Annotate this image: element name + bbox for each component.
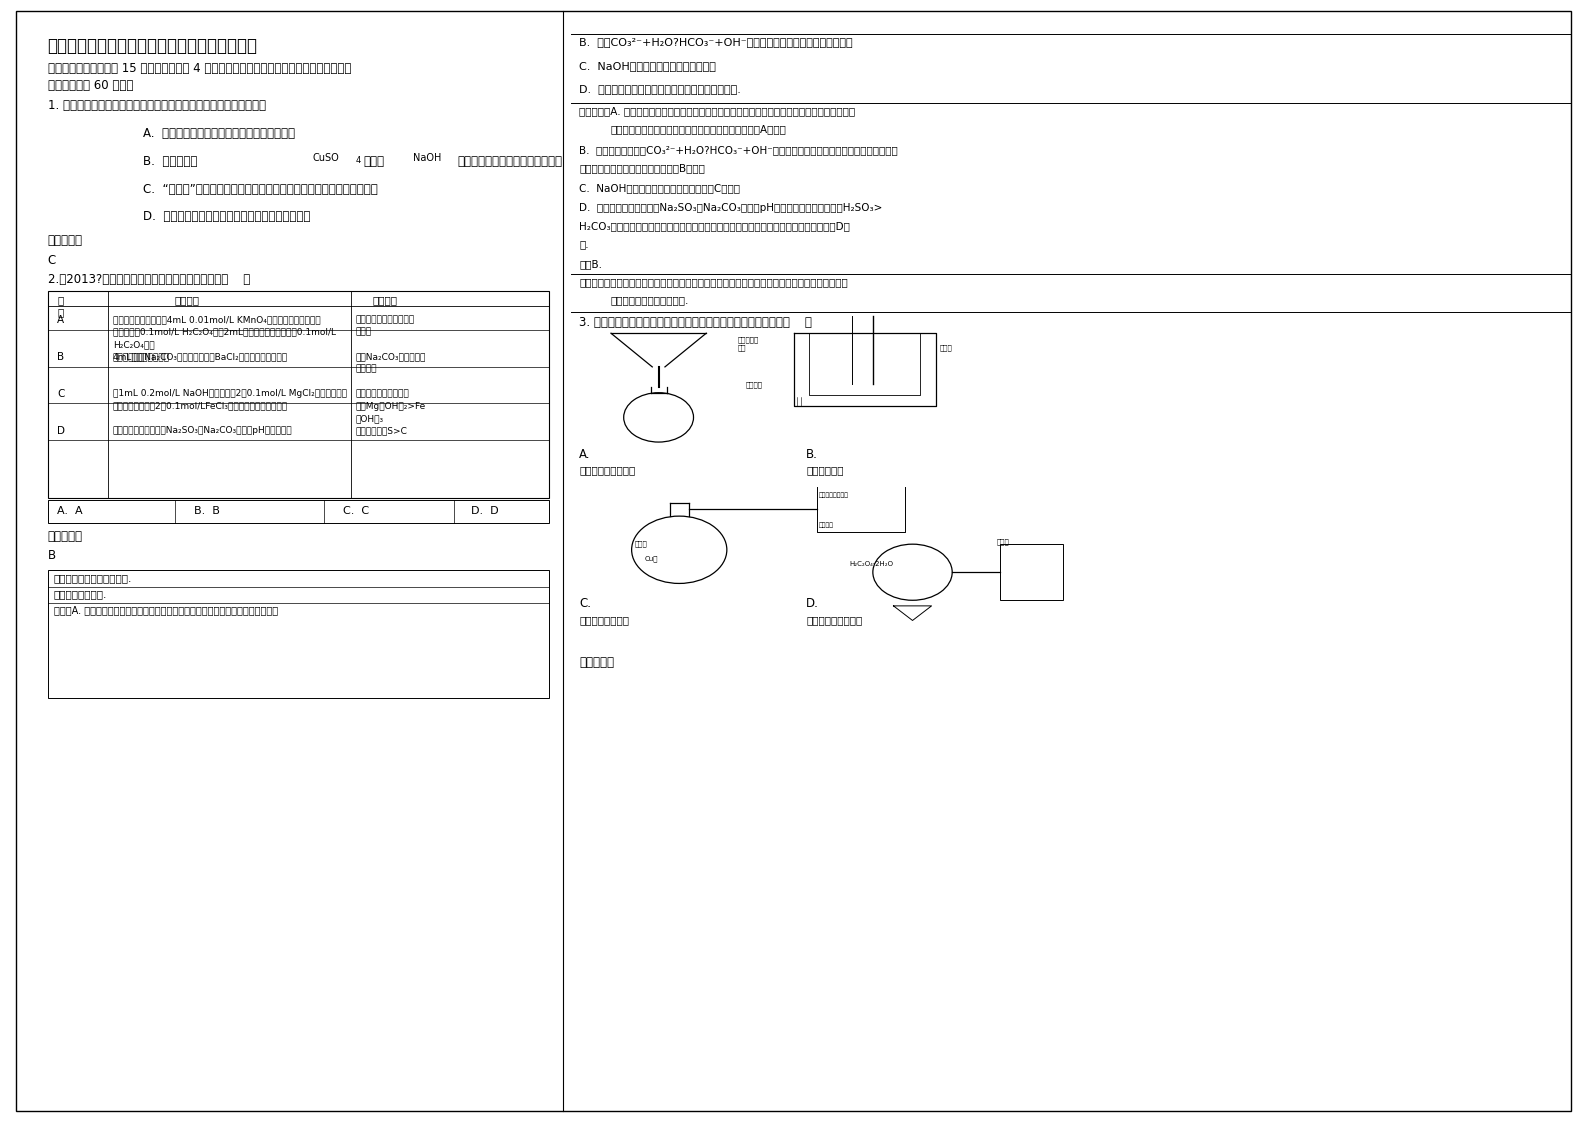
Text: 分析：A. 加入不同体积的草酸，溶液体积不同，高锰酸钾和草酸溶液的浓度都不同；: 分析：A. 加入不同体积的草酸，溶液体积不同，高锰酸钾和草酸溶液的浓度都不同； <box>54 605 278 615</box>
Text: 溶液检验糖尿病人尿液中的葡萄糖: 溶液检验糖尿病人尿液中的葡萄糖 <box>457 155 562 168</box>
Text: D.  测定等物质的量浓度的Na₂SO₃与Na₂CO₃溶液的pH，后者较大，可说明酸性H₂SO₃>: D. 测定等物质的量浓度的Na₂SO₃与Na₂CO₃溶液的pH，后者较大，可说明… <box>579 203 882 213</box>
Text: 环形玻璃搅
拌棒: 环形玻璃搅 拌棒 <box>738 337 759 351</box>
Text: 向含有酚酞的Na₂CO₃溶液中加入少量BaCl₂固体，溶液红色变浅: 向含有酚酞的Na₂CO₃溶液中加入少量BaCl₂固体，溶液红色变浅 <box>113 352 287 361</box>
Text: 3. 下列各图所示的实验原理、方法、装置或操作，其中正确的是（    ）: 3. 下列各图所示的实验原理、方法、装置或操作，其中正确的是（ ） <box>579 316 813 330</box>
Text: C.  NaOH过量，不能证明溶解性大小；: C. NaOH过量，不能证明溶解性大小； <box>579 61 716 71</box>
Text: A.: A. <box>579 448 590 461</box>
Text: 取两只试管，分别加入4mL 0.01mol/L KMnO₄酸性溶液，然后向一只: 取两只试管，分别加入4mL 0.01mol/L KMnO₄酸性溶液，然后向一只 <box>113 315 321 324</box>
Text: 率越快: 率越快 <box>355 328 371 337</box>
Text: B.  医学上可用: B. 医学上可用 <box>143 155 197 168</box>
Text: Cu片: Cu片 <box>644 555 659 562</box>
Text: 误.: 误. <box>579 239 589 249</box>
Bar <box>48 570 549 698</box>
Text: 参考答案：: 参考答案： <box>579 656 614 670</box>
Text: 4mL，记录褪色时间: 4mL，记录褪色时间 <box>113 352 170 361</box>
Text: 反应方向移动，可证明存在平衡，故B正确；: 反应方向移动，可证明存在平衡，故B正确； <box>579 163 705 173</box>
Text: H₂C₂O₄溶液: H₂C₂O₄溶液 <box>113 340 154 349</box>
Text: C: C <box>57 389 65 399</box>
Text: 浓硫酸: 浓硫酸 <box>635 541 647 548</box>
Text: 溶液和: 溶液和 <box>363 155 384 168</box>
Text: B.  根据CO₃²⁻+H₂O?HCO₃⁻+OH⁻，结合浓度对平衡移动的影响分析；: B. 根据CO₃²⁻+H₂O?HCO₃⁻+OH⁻，结合浓度对平衡移动的影响分析； <box>579 37 852 47</box>
Text: 向1mL 0.2mol/L NaOH溶液中滴入2滴0.1mol/L MgCl₂溶液，产生白: 向1mL 0.2mol/L NaOH溶液中滴入2滴0.1mol/L MgCl₂溶… <box>113 389 346 398</box>
Text: B.  碳酸钠溶液中存在CO₃²⁻+H₂O?HCO₃⁻+OH⁻，加入氯化钡溶液生成碳酸钡沉淀，平衡向逆: B. 碳酸钠溶液中存在CO₃²⁻+H₂O?HCO₃⁻+OH⁻，加入氯化钡溶液生成… <box>579 145 898 155</box>
Text: 4: 4 <box>355 156 360 165</box>
Text: 试管中加入0.1mol/L H₂C₂O₄溶液2mL，向另一只试管中加入0.1mol/L: 试管中加入0.1mol/L H₂C₂O₄溶液2mL，向另一只试管中加入0.1mo… <box>113 328 336 337</box>
Text: D.  D: D. D <box>471 506 498 516</box>
Text: C.  C: C. C <box>343 506 368 516</box>
Text: D: D <box>57 426 65 436</box>
Text: 一、单选题（本大题共 15 个小题，每小题 4 分。在每小题给出的四个选项中，只有一项符合: 一、单选题（本大题共 15 个小题，每小题 4 分。在每小题给出的四个选项中，只… <box>48 62 351 75</box>
Text: 参考答案：: 参考答案： <box>48 530 83 543</box>
Text: 专题：实验评价题.: 专题：实验评价题. <box>54 589 108 599</box>
Text: 证明非金属性S>C: 证明非金属性S>C <box>355 426 408 435</box>
Text: 证明草酸浓度越大反应速: 证明草酸浓度越大反应速 <box>355 315 414 324</box>
Text: C: C <box>48 254 56 267</box>
Text: A.  A: A. A <box>57 506 83 516</box>
Text: 2.（2013?重庆模拟）下述实验能达到预期目的是（    ）: 2.（2013?重庆模拟）下述实验能达到预期目的是（ ） <box>48 273 249 286</box>
Text: 理，要具有较强的评价能力.: 理，要具有较强的评价能力. <box>611 295 689 305</box>
Text: 泡沫塑料: 泡沫塑料 <box>746 381 763 388</box>
Text: 编
号: 编 号 <box>57 295 63 316</box>
Text: 实验目的: 实验目的 <box>373 295 398 305</box>
Text: H₂CO₃，但不能证明非金属性强弱，比较非金属性强弱，应用最高价氧化物的水化物，故D错: H₂CO₃，但不能证明非金属性强弱，比较非金属性强弱，应用最高价氧化物的水化物，… <box>579 221 851 231</box>
Text: H₂C₂O₄·2H₂O: H₂C₂O₄·2H₂O <box>849 561 893 567</box>
Text: 解答：解：A. 加入不同体积的草酸，溶液体积不同，高锰酸钾和草酸溶液的浓度都不同，比较草酸: 解答：解：A. 加入不同体积的草酸，溶液体积不同，高锰酸钾和草酸溶液的浓度都不同… <box>579 107 855 117</box>
Text: A: A <box>57 315 63 325</box>
Text: 温度计: 温度计 <box>940 344 952 351</box>
Text: B: B <box>48 549 56 562</box>
Text: （OH）₃: （OH）₃ <box>355 414 384 423</box>
Text: 水解平衡: 水解平衡 <box>355 365 378 374</box>
Bar <box>48 291 549 498</box>
Text: 测定等物质的量浓度的Na₂SO₃与Na₂CO₃溶液的pH，后者较大: 测定等物质的量浓度的Na₂SO₃与Na₂CO₃溶液的pH，后者较大 <box>113 426 292 435</box>
Text: A.  糖类、油脂和蛋白质都是天然的有机化合物: A. 糖类、油脂和蛋白质都是天然的有机化合物 <box>143 127 295 140</box>
Text: 1. 下列说法摘自一些科普杂志或广告用语，你认为有科学性错误的是: 1. 下列说法摘自一些科普杂志或广告用语，你认为有科学性错误的是 <box>48 99 265 112</box>
Text: 实验内容: 实验内容 <box>175 295 200 305</box>
Text: 石笋试液: 石笋试液 <box>819 523 833 528</box>
Text: 浸有稀硝酸的棉花: 浸有稀硝酸的棉花 <box>819 493 849 498</box>
Text: B.: B. <box>806 448 817 461</box>
Text: 乙二酸晶体受热分解: 乙二酸晶体受热分解 <box>806 615 862 625</box>
Text: C.  “白雪牌”漂白粉，可令所有化学物质黯然失色，没有最白，只有更白: C. “白雪牌”漂白粉，可令所有化学物质黯然失色，没有最白，只有更白 <box>143 183 378 196</box>
Text: C.  NaOH过量，不能证明溶解性大小，故C错误；: C. NaOH过量，不能证明溶解性大小，故C错误； <box>579 183 740 193</box>
Text: CuSO: CuSO <box>313 153 340 163</box>
Text: 考点：化学实验方案的评价.: 考点：化学实验方案的评价. <box>54 573 132 583</box>
Text: B.  B: B. B <box>194 506 219 516</box>
Text: B: B <box>57 352 63 362</box>
Text: 故选B.: 故选B. <box>579 259 601 269</box>
Text: 题目要求，共 60 分。）: 题目要求，共 60 分。） <box>48 79 133 92</box>
Text: 的浓度对反应速率的影响，高锰酸钾的浓度应相同，故A错误；: 的浓度对反应速率的影响，高锰酸钾的浓度应相同，故A错误； <box>611 125 787 135</box>
Text: 浓硫酸与铜的反应: 浓硫酸与铜的反应 <box>579 615 630 625</box>
Text: 石灰水: 石灰水 <box>997 539 1009 545</box>
Text: 湖南省岳阳市沙溪中学高三化学月考试题含解析: 湖南省岳阳市沙溪中学高三化学月考试题含解析 <box>48 37 257 55</box>
Text: D.  比较非金属属强弱，应用最高价氧化物的水化物.: D. 比较非金属属强弱，应用最高价氧化物的水化物. <box>579 84 741 94</box>
Text: D.: D. <box>806 597 819 610</box>
Bar <box>48 500 549 523</box>
Text: D.  甲醛是某些劣质装饰板材释放的常见污染物之一: D. 甲醛是某些劣质装饰板材释放的常见污染物之一 <box>143 210 309 223</box>
Text: 点评：本题考查化学实验方案的评价，题目难度中等，本题注意把握实验原理和方案的设计是否合: 点评：本题考查化学实验方案的评价，题目难度中等，本题注意把握实验原理和方案的设计… <box>579 277 847 287</box>
Bar <box>1000 544 1063 600</box>
Text: 中和热的测定: 中和热的测定 <box>806 466 844 476</box>
Text: NaOH: NaOH <box>413 153 441 163</box>
Text: 证明Na₂CO₃溶液中存在: 证明Na₂CO₃溶液中存在 <box>355 352 425 361</box>
Text: C.: C. <box>579 597 592 610</box>
Text: 证明在相同温度下，溶: 证明在相同温度下，溶 <box>355 389 409 398</box>
Text: 解度Mg（OH）₂>Fe: 解度Mg（OH）₂>Fe <box>355 402 425 411</box>
Text: 参考答案：: 参考答案： <box>48 234 83 248</box>
Text: 向容量瓶中转移溶液: 向容量瓶中转移溶液 <box>579 466 635 476</box>
Text: 色沉淀后，再滴加2滴0.1mol/LFeCl₃溶液，又生成红褐色沉淀: 色沉淀后，再滴加2滴0.1mol/LFeCl₃溶液，又生成红褐色沉淀 <box>113 402 287 411</box>
